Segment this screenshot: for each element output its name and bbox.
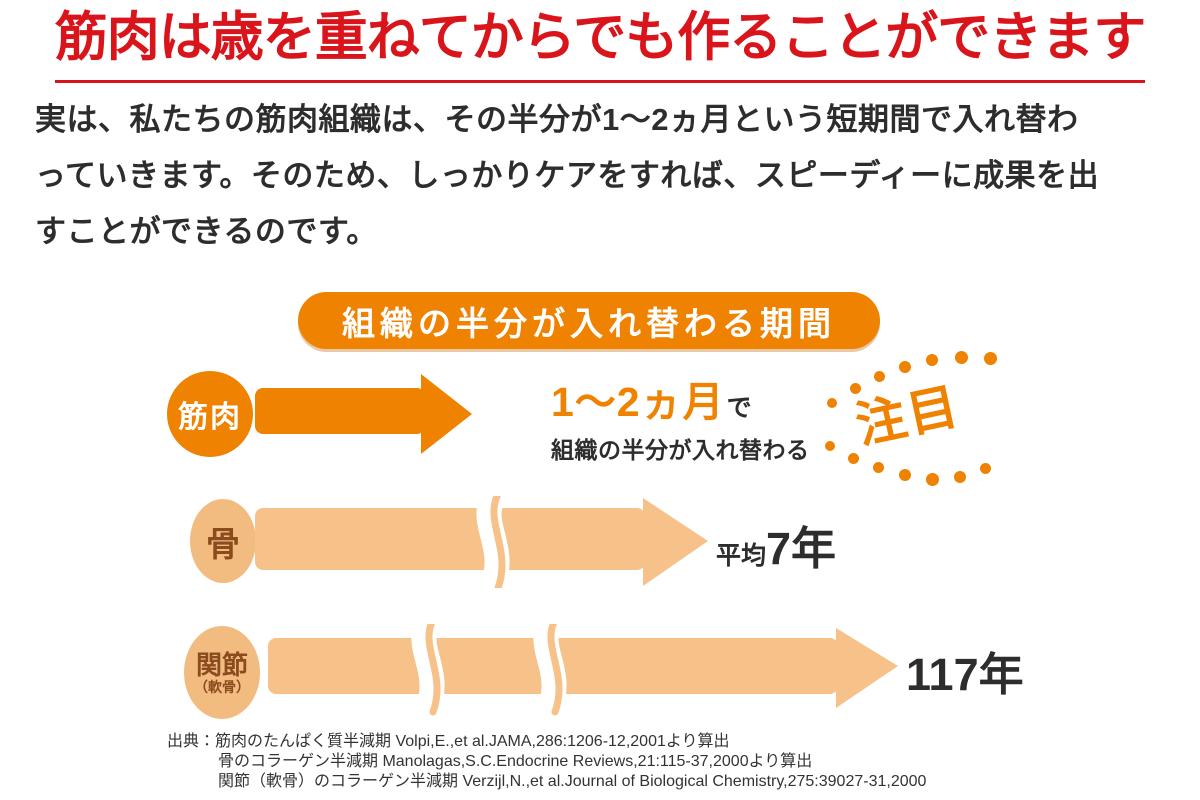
intro-line: 実は、私たちの筋肉組織は、その半分が1〜2ヵ月という短期間で入れ替わ — [35, 102, 1079, 137]
joint-label: 関節 — [195, 649, 248, 680]
muscle-arrow — [255, 374, 472, 454]
burst-dot — [954, 471, 966, 483]
intro-line: すことができるのです。 — [35, 214, 378, 249]
intro-paragraph: 実は、私たちの筋肉組織は、その半分が1〜2ヵ月という短期間で入れ替わ っていきま… — [35, 92, 1175, 260]
burst-dot — [899, 469, 911, 481]
muscle-annotation: 1〜2ヵ月 で 組織の半分が入れ替わる — [551, 368, 810, 465]
burst-dot — [899, 361, 911, 373]
joint-value-group: 117年 — [906, 638, 1024, 700]
section-badge: 組織の半分が入れ替わる期間 — [298, 292, 880, 349]
joint-value: 117年 — [906, 649, 1024, 700]
attention-label: 注目 — [851, 377, 965, 455]
muscle-circle: 筋肉 — [167, 371, 253, 457]
burst-dot — [984, 352, 997, 365]
bone-circle: 骨 — [190, 499, 256, 583]
burst-dot — [955, 351, 968, 364]
badge-label: 組織の半分が入れ替わる期間 — [342, 304, 836, 342]
source-line: 骨のコラーゲン半減期 Manolagas,S.C.Endocrine Revie… — [218, 753, 813, 770]
muscle-description: 組織の半分が入れ替わる — [551, 437, 810, 463]
source-line: 出典：筋肉のたんぱく質半減期 Volpi,E.,et al.JAMA,286:1… — [167, 733, 730, 750]
muscle-duration-suffix: で — [726, 394, 752, 422]
burst-dot — [825, 441, 835, 451]
burst-dot — [874, 371, 885, 382]
burst-dot — [926, 473, 939, 486]
joint-label-sub: （軟骨） — [194, 678, 250, 695]
muscle-label: 筋肉 — [178, 401, 242, 434]
bone-value-prefix: 平均 — [716, 542, 767, 570]
joint-circle: 関節 （軟骨） — [184, 626, 260, 719]
page-title: 筋肉は歳を重ねてからでも作ることができます — [54, 8, 1146, 67]
bone-value: 7年 — [766, 523, 837, 574]
sources: 出典：筋肉のたんぱく質半減期 Volpi,E.,et al.JAMA,286:1… — [167, 732, 926, 792]
bone-label: 骨 — [206, 525, 240, 564]
intro-line: っていきます。そのため、しっかりケアをすれば、スピーディーに成果を出 — [35, 158, 1100, 193]
source-prefix: 出典： — [167, 733, 216, 750]
burst-dot — [827, 398, 837, 408]
attention-burst: 注目 — [815, 346, 1010, 486]
burst-dot — [873, 462, 884, 473]
muscle-duration: 1〜2ヵ月 — [551, 379, 725, 425]
bone-value-group: 平均 7年 — [716, 512, 836, 574]
source-line: 関節（軟骨）のコラーゲン半減期 Verzijl,N.,et al.Journal… — [218, 773, 927, 790]
joint-arrow — [268, 624, 898, 719]
bone-arrow — [255, 496, 708, 588]
title-underline — [55, 80, 1145, 83]
burst-dot — [926, 354, 938, 366]
burst-dot — [848, 453, 859, 464]
burst-dot — [850, 383, 861, 394]
burst-dot — [980, 463, 991, 474]
